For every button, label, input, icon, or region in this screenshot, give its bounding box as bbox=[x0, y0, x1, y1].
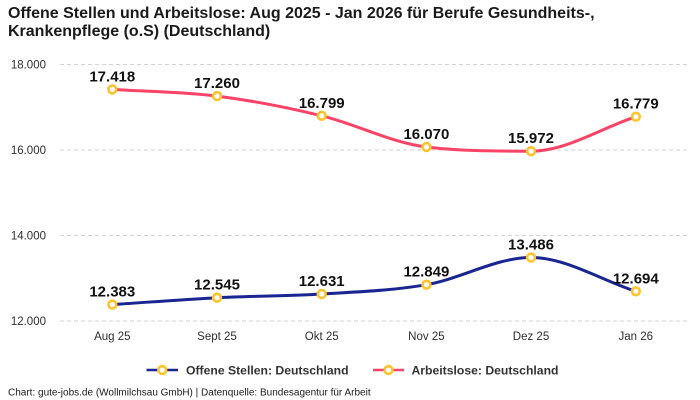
svg-text:17.260: 17.260 bbox=[194, 75, 240, 92]
svg-text:12.631: 12.631 bbox=[299, 273, 345, 290]
svg-text:18.000: 18.000 bbox=[11, 60, 46, 72]
svg-text:12.849: 12.849 bbox=[403, 264, 449, 281]
svg-text:12.545: 12.545 bbox=[194, 277, 240, 294]
svg-text:Krankenpflege (o.S) (Deutschla: Krankenpflege (o.S) (Deutschland) bbox=[8, 23, 270, 40]
svg-text:16.070: 16.070 bbox=[403, 126, 449, 143]
svg-text:16.000: 16.000 bbox=[11, 145, 46, 157]
svg-text:Dez 25: Dez 25 bbox=[513, 331, 549, 343]
svg-text:Chart: gute-jobs.de (Wollmilch: Chart: gute-jobs.de (Wollmilchsau GmbH) … bbox=[8, 388, 371, 399]
svg-text:15.972: 15.972 bbox=[508, 130, 554, 147]
svg-text:16.779: 16.779 bbox=[613, 96, 659, 113]
svg-text:Aug 25: Aug 25 bbox=[94, 331, 130, 343]
svg-text:Arbeitslose: Deutschland: Arbeitslose: Deutschland bbox=[412, 364, 559, 378]
svg-text:Sept 25: Sept 25 bbox=[197, 331, 237, 343]
svg-text:17.418: 17.418 bbox=[89, 68, 135, 85]
svg-text:Okt 25: Okt 25 bbox=[305, 331, 339, 343]
svg-text:13.486: 13.486 bbox=[508, 237, 554, 254]
svg-text:16.799: 16.799 bbox=[299, 95, 345, 112]
svg-text:12.000: 12.000 bbox=[11, 316, 46, 328]
svg-text:Offene Stellen: Deutschland: Offene Stellen: Deutschland bbox=[186, 364, 349, 378]
svg-text:Offene Stellen und Arbeitslose: Offene Stellen und Arbeitslose: Aug 2025… bbox=[8, 5, 595, 22]
svg-text:12.383: 12.383 bbox=[89, 284, 135, 301]
svg-text:Nov 25: Nov 25 bbox=[408, 331, 444, 343]
svg-text:Jan 26: Jan 26 bbox=[619, 331, 654, 343]
svg-text:14.000: 14.000 bbox=[11, 231, 46, 243]
svg-text:12.694: 12.694 bbox=[613, 270, 660, 287]
